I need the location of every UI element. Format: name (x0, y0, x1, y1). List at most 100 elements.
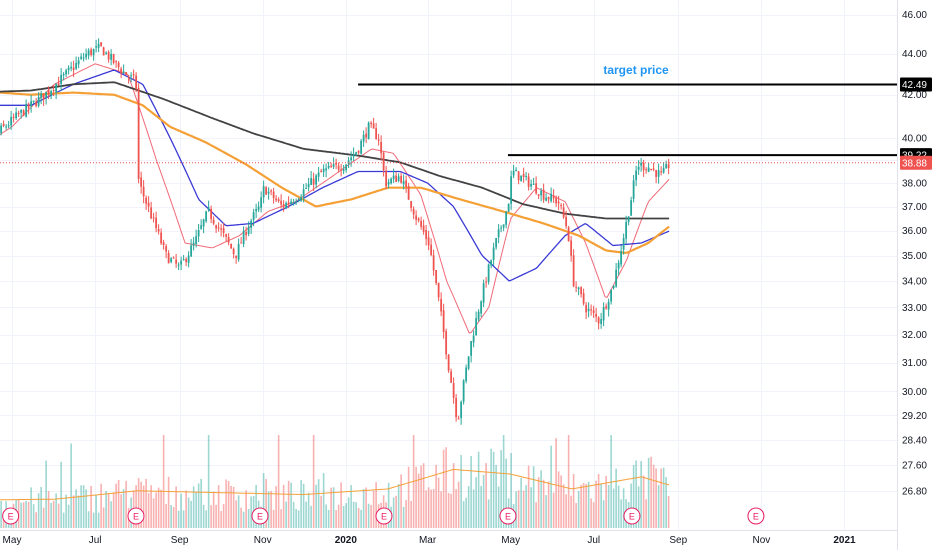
earnings-marker[interactable]: E (251, 507, 269, 525)
candle-body (472, 335, 475, 343)
candle-body (452, 383, 455, 398)
earnings-marker[interactable]: E (127, 507, 145, 525)
earnings-marker[interactable]: E (375, 507, 393, 525)
candle-body (92, 49, 95, 56)
candle-body (490, 260, 493, 266)
volume-bar (555, 438, 557, 528)
volume-bar (202, 504, 205, 528)
volume-bar (652, 464, 655, 528)
candle-body (497, 229, 500, 238)
candle-body (650, 168, 653, 170)
candle-body (595, 314, 598, 317)
candle-body (587, 308, 590, 312)
candle-body (550, 193, 553, 202)
candle-body (60, 75, 63, 85)
candle-body (120, 68, 123, 74)
volume-bar (505, 458, 507, 528)
candle-body (157, 229, 160, 232)
volume-bar (87, 511, 90, 528)
candle-body (485, 281, 488, 283)
candle-body (545, 197, 548, 201)
candle-body (440, 299, 443, 312)
volume-bar (655, 468, 657, 528)
volume-bar (262, 473, 265, 528)
volume-bar (405, 499, 407, 528)
candle-body (410, 201, 413, 208)
earnings-label: E (753, 512, 759, 522)
volume-bar (115, 483, 117, 528)
volume-bar (242, 511, 245, 528)
candle-body (540, 190, 543, 196)
volume-bar (37, 493, 40, 528)
volume-bar (607, 484, 610, 528)
volume-bar (185, 490, 187, 528)
time-axis-tick: Jul (89, 535, 102, 546)
volume-bar (67, 504, 70, 528)
time-axis[interactable]: May Jul Sep Nov 2020 Mar May Jul Sep Nov 2021 (3, 535, 857, 546)
volume-bar (577, 490, 580, 528)
price-axis-tick: 29.20 (902, 411, 927, 422)
candle-body (405, 180, 408, 187)
volume-bar (212, 491, 215, 528)
volume-bar (310, 505, 312, 528)
ma-long-line (0, 81, 670, 220)
volume-bar (0, 501, 2, 528)
volume-bar (300, 480, 302, 528)
earnings-marker[interactable]: E (499, 507, 517, 525)
volume-bar (367, 503, 370, 528)
price-axis-tick: 35.00 (902, 251, 927, 262)
candle-body (45, 91, 48, 99)
time-axis-tick: Nov (752, 535, 770, 546)
volume-bar (65, 494, 67, 528)
volume-bar (90, 485, 92, 528)
earnings-marker[interactable]: E (747, 507, 765, 525)
candle-body (460, 401, 463, 418)
volume-bar (495, 464, 497, 528)
volume-bar (80, 485, 82, 528)
candle-body (145, 197, 148, 204)
volume-bar (145, 478, 147, 528)
volume-bar (240, 507, 242, 528)
volume-bar (650, 456, 652, 528)
candle-body (312, 178, 315, 185)
candle-body (380, 141, 383, 154)
volume-bar (105, 491, 107, 528)
volume-bar (282, 484, 285, 528)
candle-body (602, 307, 605, 321)
time-axis-tick: Sep (171, 535, 189, 546)
volume-bar (217, 485, 220, 528)
volume-bar (27, 501, 30, 528)
candle-body (55, 83, 58, 93)
candle-body (317, 172, 320, 177)
candle-body (517, 171, 520, 181)
volume-bar (75, 489, 77, 528)
earnings-marker[interactable]: E (2, 507, 20, 525)
candle-body (87, 50, 90, 56)
candle-body (285, 202, 288, 209)
candle-body (465, 367, 468, 382)
price-axis-tick: 40.00 (902, 133, 927, 144)
candle-body (397, 176, 400, 181)
grid-lines (0, 0, 897, 530)
volume-bar (135, 485, 137, 528)
volume-bar (457, 481, 460, 528)
volume-bar (397, 484, 400, 528)
ma-slow-line (0, 91, 670, 254)
volume-bar (480, 486, 482, 528)
volume-bar (520, 477, 522, 528)
earnings-marker[interactable]: E (623, 507, 641, 525)
candle-body (210, 208, 213, 220)
volume-bar (605, 475, 607, 528)
volume-bar (315, 484, 317, 528)
volume-bar (330, 487, 332, 528)
volume-bar (250, 496, 252, 528)
volume-bar (557, 471, 560, 528)
volume-bar (92, 512, 95, 528)
target-tag: 42.49 (900, 77, 932, 92)
volume-bar (375, 482, 377, 528)
price-axis-tick: 37.00 (902, 202, 927, 213)
volume-bar (35, 512, 37, 528)
volume-bar (215, 504, 217, 528)
